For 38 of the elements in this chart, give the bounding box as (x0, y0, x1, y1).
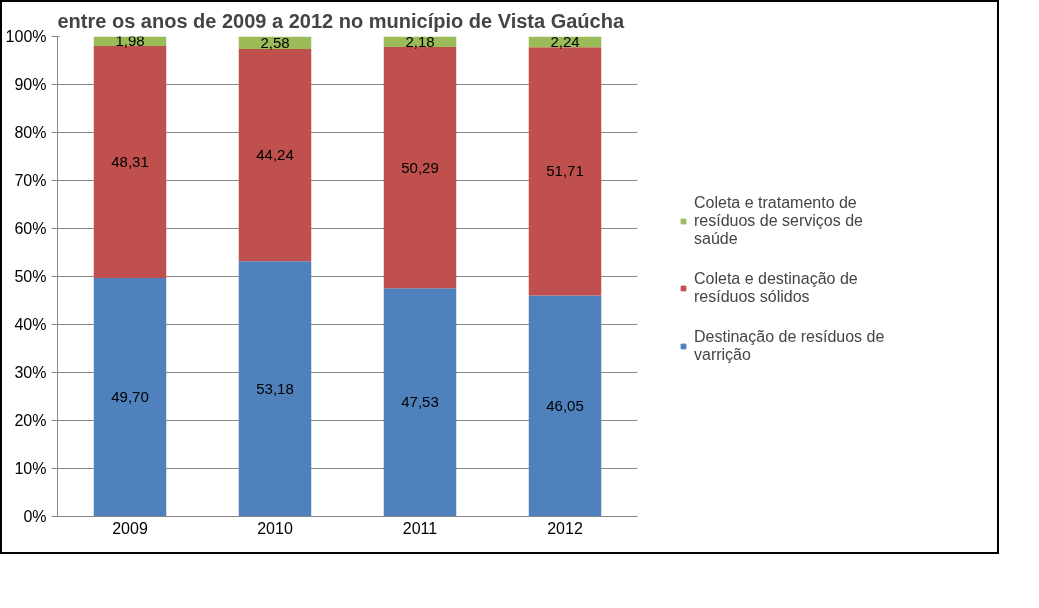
x-tick-label: 2010 (257, 519, 293, 537)
x-tick-label: 2012 (547, 519, 583, 537)
data-label: 47,53 (401, 393, 439, 411)
bar (93, 46, 167, 278)
bar (528, 47, 602, 296)
y-tick-label: 10% (14, 460, 47, 477)
bar (93, 277, 167, 517)
data-label: 46,05 (546, 396, 584, 414)
bar (528, 295, 602, 517)
data-label: 48,31 (111, 153, 149, 170)
y-tick-label: 70% (14, 172, 47, 189)
data-label: 1,98 (115, 32, 145, 50)
y-tick-label: 90% (14, 76, 47, 93)
y-tick-label: 50% (14, 268, 47, 285)
data-label: 51,71 (546, 162, 584, 180)
bar (238, 261, 312, 517)
y-tick-label: 0% (23, 508, 47, 525)
data-label: 44,24 (256, 146, 294, 164)
y-tick-label: 30% (14, 364, 47, 381)
data-label: 2,58 (260, 33, 290, 51)
bar (238, 48, 312, 262)
data-label: 50,29 (401, 158, 439, 176)
data-label: 49,70 (111, 388, 149, 406)
legend-label: Coleta e destinação de resíduos sólidos (694, 270, 858, 306)
data-label: 2,24 (550, 32, 580, 50)
data-label: 53,18 (256, 379, 294, 397)
bar (383, 288, 457, 517)
y-tick-label: 20% (14, 412, 47, 429)
legend-label: Destinação de resíduos de varrição (694, 328, 885, 364)
x-tick-label: 2009 (112, 519, 148, 537)
y-tick-label: 100% (5, 28, 47, 45)
y-tick-label: 40% (14, 316, 47, 333)
chart-title: entre os anos de 2009 a 2012 no município de Vista Gaúcha (57, 9, 625, 32)
legend-label: Coleta e tratamento de resíduos de serviços de saúde (694, 194, 863, 248)
x-tick-label: 2011 (402, 519, 438, 537)
y-tick-label: 80% (14, 124, 47, 141)
data-label: 2,18 (405, 32, 435, 50)
y-tick-label: 60% (14, 220, 47, 237)
